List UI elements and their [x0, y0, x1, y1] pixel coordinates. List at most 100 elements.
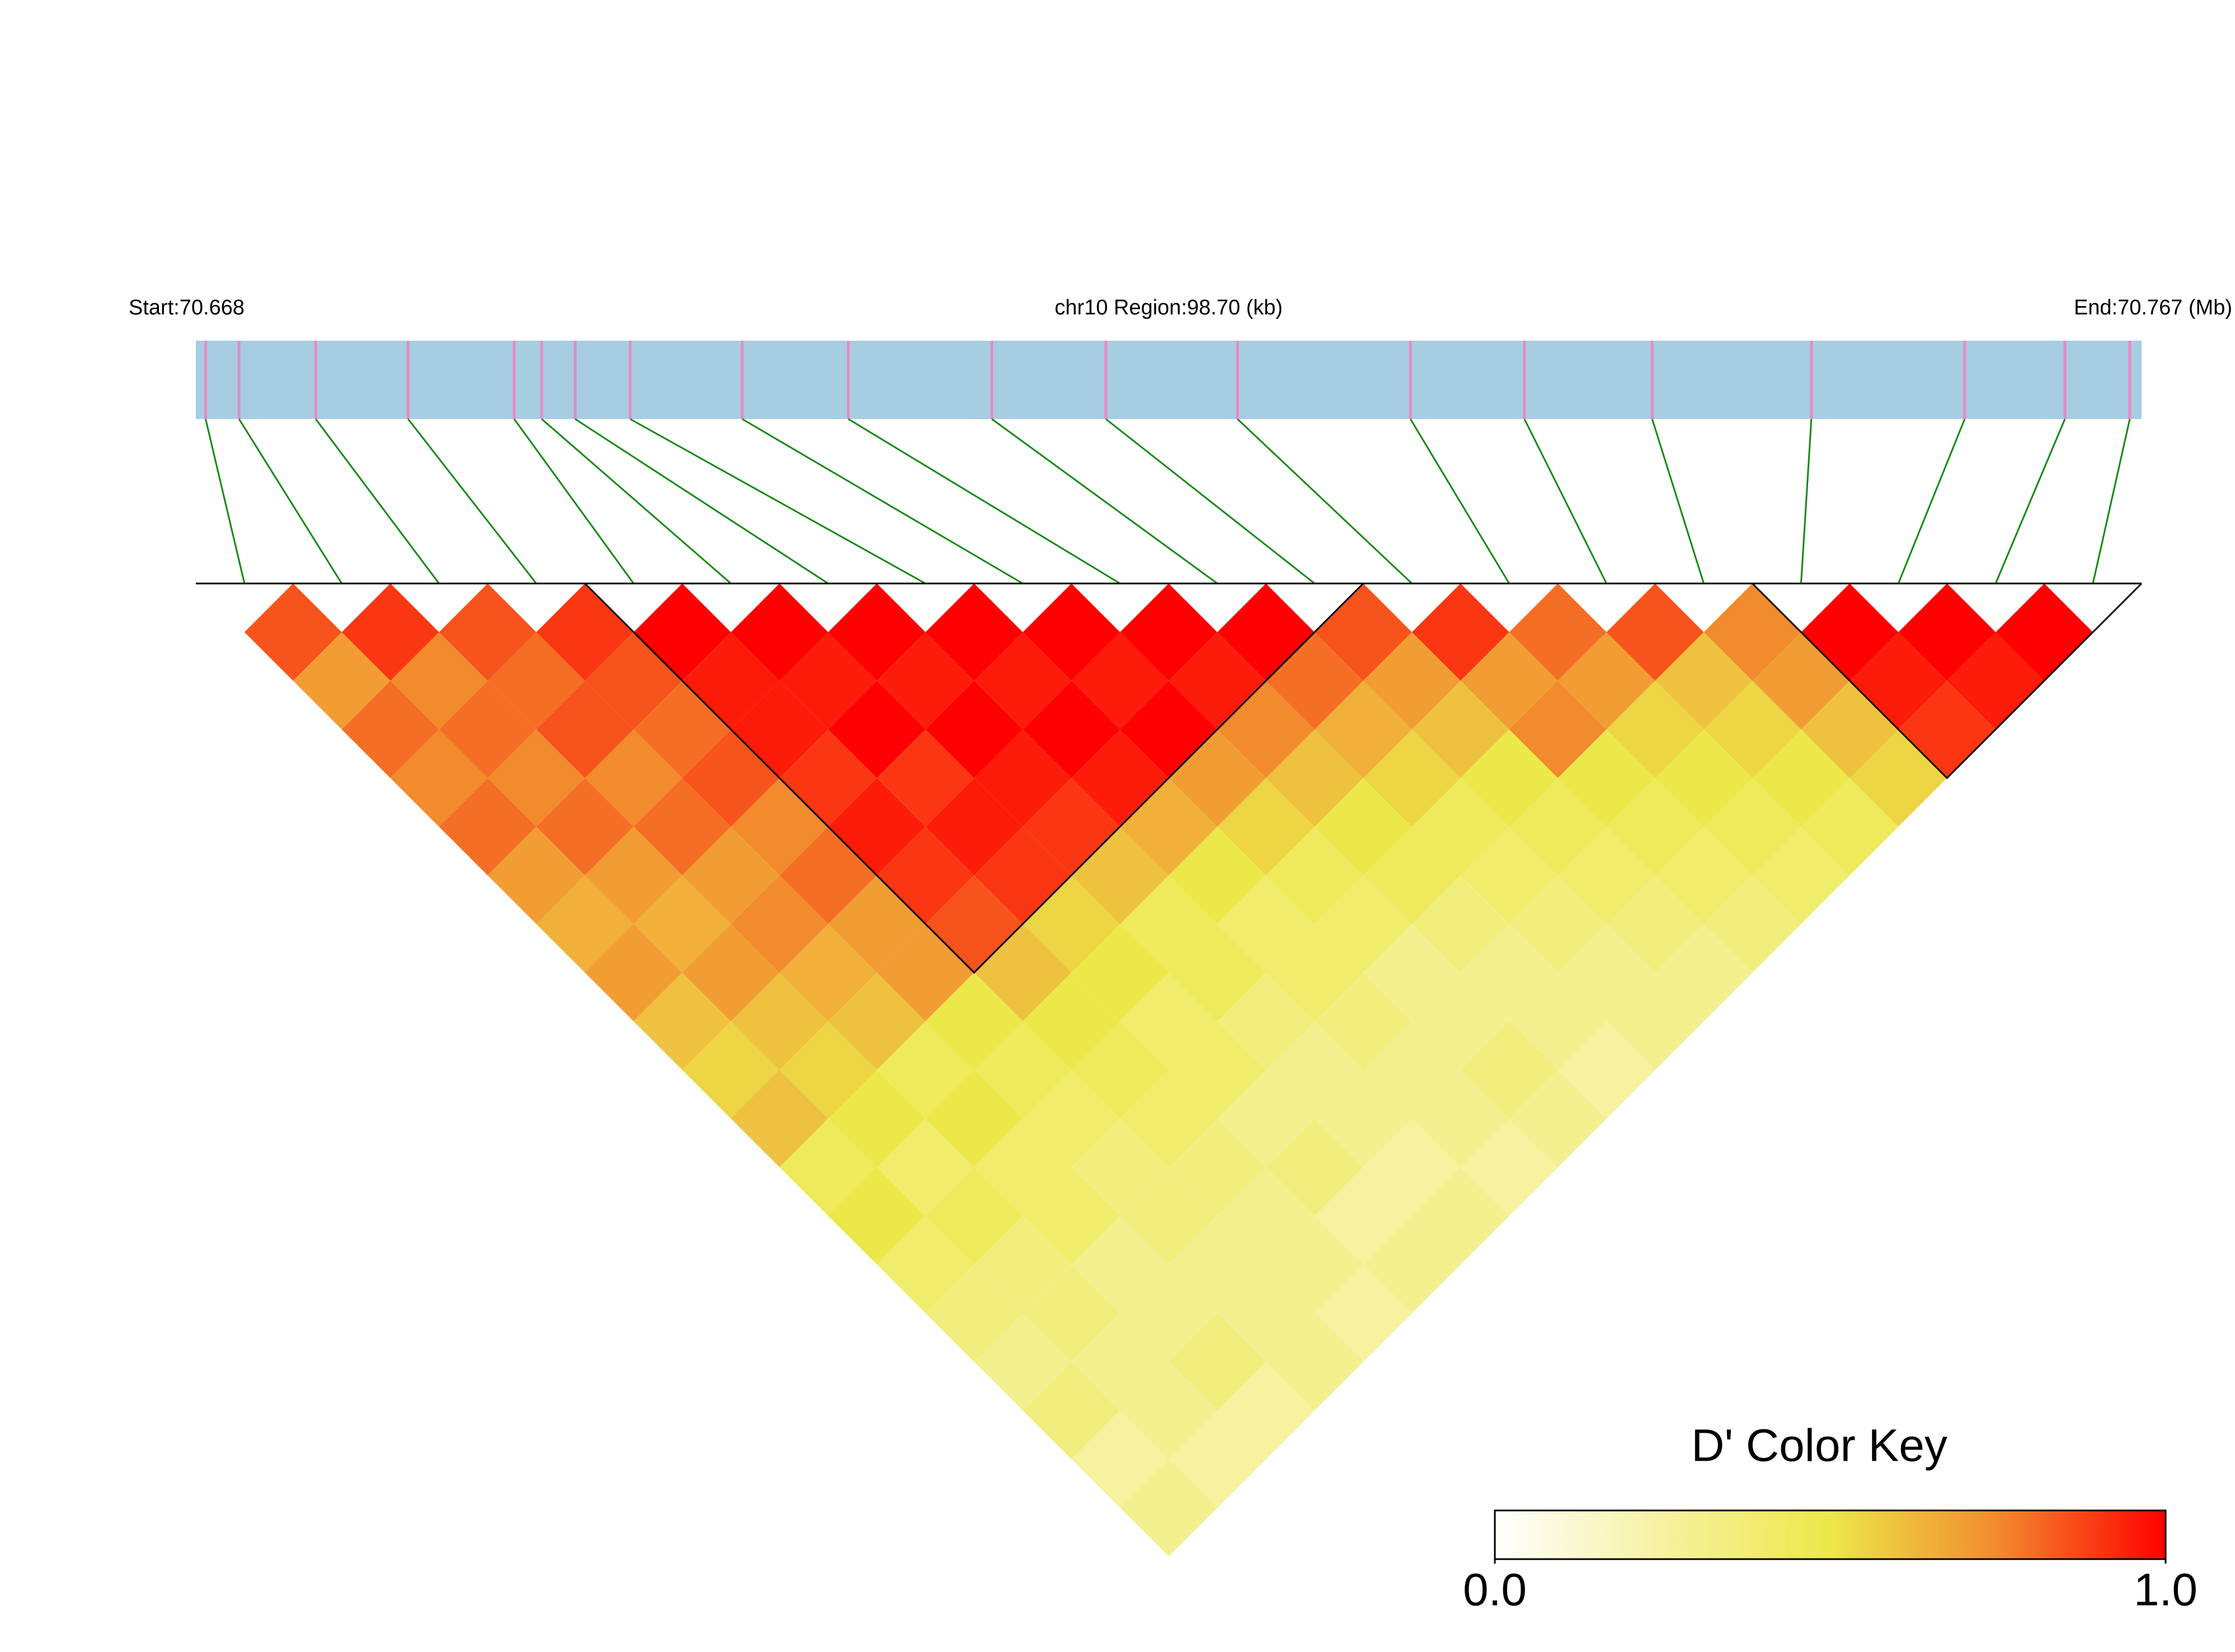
ld-cell — [1023, 583, 1121, 681]
ld-cell — [1411, 1167, 1509, 1265]
ld-cell — [1023, 1264, 1121, 1362]
ld-cell — [293, 632, 390, 729]
ld-cell — [925, 680, 1023, 778]
snp-link — [1651, 418, 1705, 584]
ld-cell — [1558, 632, 1655, 729]
ld-cell — [1023, 680, 1121, 778]
snp-link — [1897, 418, 1966, 584]
ld-cell — [390, 729, 488, 827]
ld-cell — [1704, 875, 1801, 973]
snp-link — [991, 418, 1218, 585]
start-label: Start:70.668 — [129, 296, 244, 319]
ld-cell — [1411, 778, 1509, 876]
ld-cell — [1411, 1070, 1509, 1168]
ld-cell — [1265, 1118, 1363, 1216]
ld-cell — [1169, 1410, 1266, 1508]
snp-link — [848, 418, 1121, 585]
ld-cell — [682, 1021, 780, 1119]
snp-link — [575, 418, 829, 585]
ld-cell — [779, 1021, 877, 1119]
ld-cell — [1314, 972, 1412, 1070]
ld-cell — [1752, 826, 1850, 924]
ld-cell — [1120, 583, 1217, 681]
ld-cell — [1023, 1070, 1121, 1168]
snp-link — [1994, 418, 2066, 584]
ld-cell — [1509, 583, 1607, 681]
color-key — [1494, 1509, 2167, 1560]
ld-cell — [341, 583, 439, 681]
ld-cell — [974, 1313, 1072, 1411]
snp-link — [238, 418, 343, 584]
color-key-tick-label: 1.0 — [2134, 1565, 2198, 1616]
ld-cell — [1363, 632, 1461, 729]
ld-cell — [1120, 680, 1217, 778]
ld-cell — [1411, 972, 1509, 1070]
region-label: chr10 Region:98.70 (kb) — [1055, 296, 1283, 319]
ld-cell — [1169, 1313, 1266, 1411]
ld-cell — [1314, 680, 1412, 778]
ld-cell — [1411, 583, 1509, 681]
ld-cell — [1265, 1021, 1363, 1119]
ld-cell — [1898, 583, 1996, 681]
ld-cell — [1558, 729, 1655, 827]
ld-cell — [1265, 826, 1363, 924]
ld-cell — [1606, 680, 1704, 778]
ld-block-outline — [1752, 582, 2143, 779]
snp-link — [2092, 418, 2131, 584]
ld-cell — [1023, 875, 1121, 973]
ld-cell — [925, 583, 1023, 681]
ld-cell — [341, 680, 439, 778]
ld-cell — [1314, 1070, 1412, 1168]
ld-cell — [1558, 1021, 1655, 1119]
ld-cell — [1606, 583, 1704, 681]
ld-cell — [925, 1167, 1023, 1265]
ld-cell — [1655, 632, 1753, 729]
ld-cell — [1217, 1362, 1315, 1460]
ld-cell — [1655, 924, 1753, 1022]
ld-cell — [1023, 778, 1121, 876]
snp-link — [205, 418, 246, 584]
ld-cell — [1265, 632, 1363, 729]
ld-cell — [682, 924, 780, 1022]
ld-cell — [1509, 875, 1607, 973]
ld-cell — [1169, 1118, 1266, 1216]
snp-link — [1800, 418, 1813, 584]
ld-cell — [1314, 875, 1412, 973]
snp-link — [315, 418, 440, 584]
ld-cell — [536, 583, 634, 681]
ld-cell — [1363, 826, 1461, 924]
ld-cell — [974, 1216, 1072, 1314]
ld-cell — [1850, 632, 1947, 729]
snp-link — [1523, 418, 1607, 584]
ld-cell — [1655, 826, 1753, 924]
snp-link — [1236, 418, 1413, 585]
ld-cell — [1314, 778, 1412, 876]
ld-cell — [1023, 972, 1121, 1070]
ld-cell — [779, 924, 877, 1022]
ld-cell — [1411, 680, 1509, 778]
ld-cell — [1120, 972, 1217, 1070]
ld-cell — [1558, 826, 1655, 924]
ld-cell — [1265, 729, 1363, 827]
snp-link — [541, 418, 732, 585]
ld-cell — [1850, 729, 1947, 827]
ld-cell — [536, 778, 634, 876]
ld-cell — [1265, 1313, 1363, 1411]
ld-cell — [1120, 1070, 1217, 1168]
ld-cell — [1509, 778, 1607, 876]
snp-link — [407, 418, 537, 584]
snp-link — [741, 418, 1023, 585]
ld-cell — [1606, 778, 1704, 876]
ld-cell — [1411, 875, 1509, 973]
snp-link — [513, 418, 634, 584]
ld-cell — [1265, 1216, 1363, 1314]
ld-cell — [682, 826, 780, 924]
ld-cell — [536, 680, 634, 778]
ld-cell — [536, 875, 634, 973]
ld-cell — [779, 1118, 877, 1216]
ld-cell — [1558, 924, 1655, 1022]
ld-cell — [925, 1070, 1023, 1168]
ld-cell — [1655, 729, 1753, 827]
ld-cell — [633, 583, 731, 681]
